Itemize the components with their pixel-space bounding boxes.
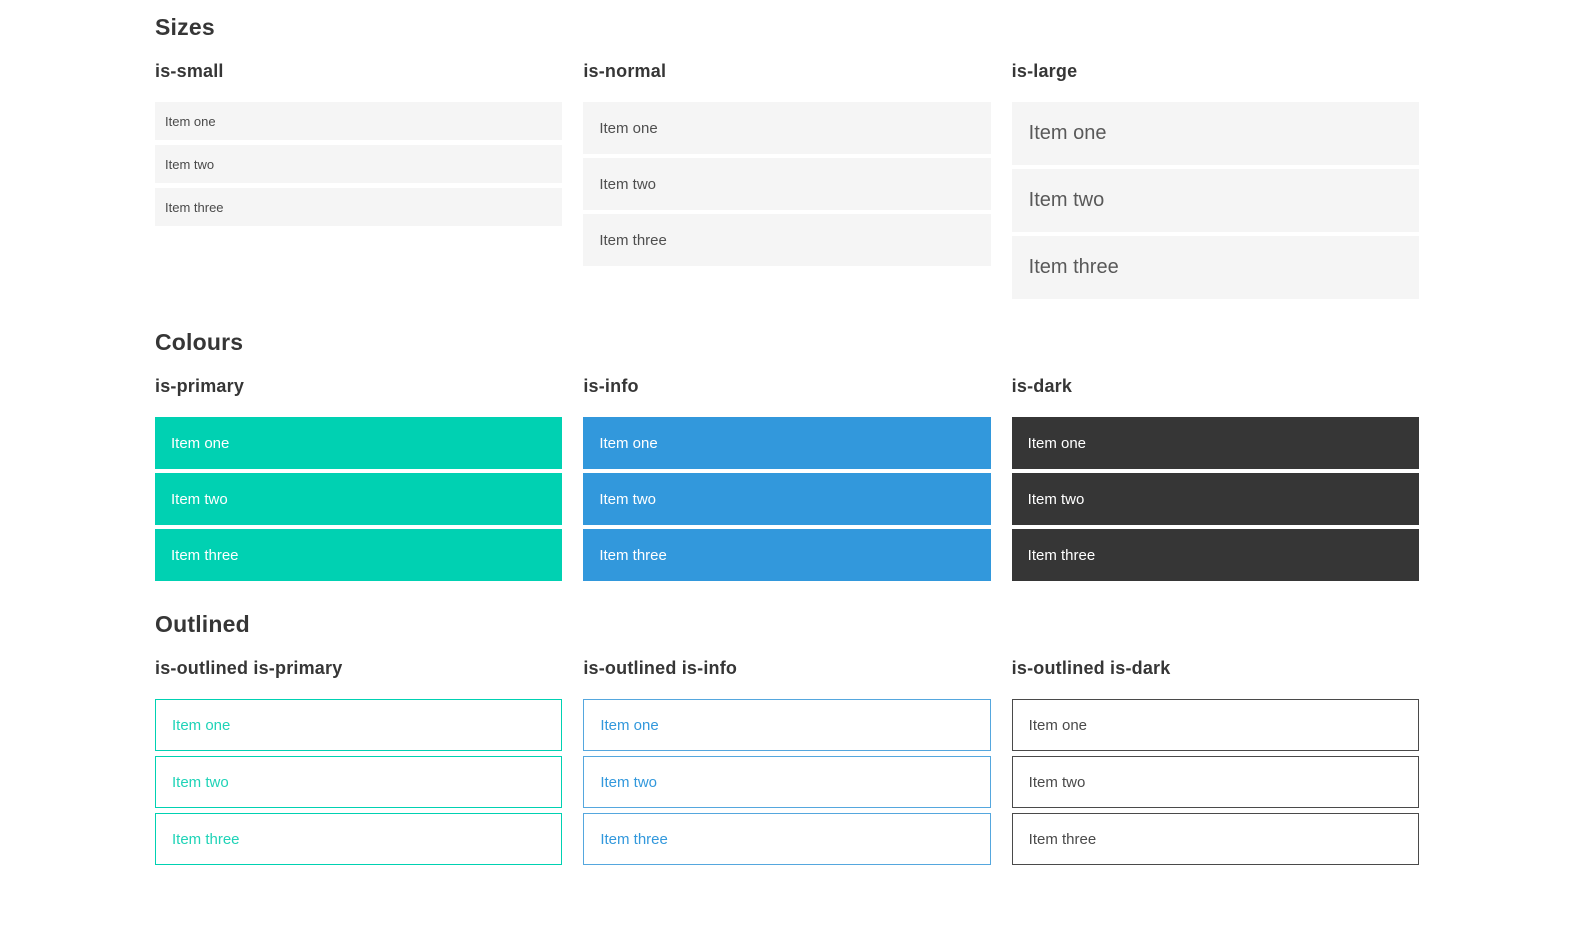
column-is-normal: is-normal Item one Item two Item three [583,61,991,270]
list-is-dark: Item one Item two Item three [1011,417,1419,581]
group-heading-is-primary: is-primary [155,376,245,396]
list-item[interactable]: Item one [1011,699,1419,751]
list-is-outlined-is-info: Item one Item two Item three [583,699,991,865]
list-is-large: Item one Item two Item three [1011,102,1419,299]
column-is-outlined-is-dark: is-outlined is-dark Item one Item two It… [1011,658,1419,870]
column-is-large: is-large Item one Item two Item three [1011,61,1419,303]
list-is-primary: Item one Item two Item three [155,417,563,581]
list-item[interactable]: Item two [1011,169,1419,232]
list-item[interactable]: Item one [155,699,563,751]
list-item[interactable]: Item two [583,473,991,525]
group-heading-is-outlined-is-primary: is-outlined is-primary [155,658,343,678]
list-is-normal: Item one Item two Item three [583,102,991,266]
list-item[interactable]: Item one [583,417,991,469]
group-heading-is-info: is-info [583,376,639,396]
column-is-outlined-is-primary: is-outlined is-primary Item one Item two… [155,658,563,870]
list-item[interactable]: Item two [1011,473,1419,525]
list-item[interactable]: Item three [155,529,563,581]
list-item[interactable]: Item three [155,813,563,865]
list-item[interactable]: Item two [583,158,991,210]
group-heading-is-outlined-is-dark: is-outlined is-dark [1011,658,1171,678]
column-is-dark: is-dark Item one Item two Item three [1011,376,1419,585]
column-is-info: is-info Item one Item two Item three [583,376,991,585]
column-is-small: is-small Item one Item two Item three [155,61,563,231]
list-is-info: Item one Item two Item three [583,417,991,581]
list-item[interactable]: Item two [583,756,991,808]
list-item[interactable]: Item two [155,145,563,183]
group-heading-is-large: is-large [1011,61,1078,81]
list-item[interactable]: Item one [155,417,563,469]
group-heading-is-normal: is-normal [583,61,667,81]
section-heading-outlined: Outlined [155,611,250,637]
list-is-outlined-is-dark: Item one Item two Item three [1011,699,1419,865]
section-heading-sizes: Sizes [155,14,215,40]
group-heading-is-outlined-is-info: is-outlined is-info [583,658,738,678]
list-item[interactable]: Item one [1011,417,1419,469]
column-is-outlined-is-info: is-outlined is-info Item one Item two It… [583,658,991,870]
list-item[interactable]: Item three [583,529,991,581]
list-is-small: Item one Item two Item three [155,102,563,226]
list-item[interactable]: Item two [155,756,563,808]
list-item[interactable]: Item three [1011,529,1419,581]
list-item[interactable]: Item three [583,813,991,865]
list-item[interactable]: Item three [155,188,563,226]
list-item[interactable]: Item one [583,102,991,154]
list-is-outlined-is-primary: Item one Item two Item three [155,699,563,865]
section-sizes: Sizes is-small Item one Item two Item th… [155,14,1419,303]
list-item[interactable]: Item three [1011,236,1419,299]
list-item[interactable]: Item three [583,214,991,266]
list-item[interactable]: Item one [1011,102,1419,165]
column-is-primary: is-primary Item one Item two Item three [155,376,563,585]
list-item[interactable]: Item two [155,473,563,525]
list-item[interactable]: Item three [1011,813,1419,865]
list-item[interactable]: Item one [583,699,991,751]
group-heading-is-small: is-small [155,61,224,81]
group-heading-is-dark: is-dark [1011,376,1073,396]
list-item[interactable]: Item one [155,102,563,140]
section-heading-colours: Colours [155,329,244,355]
section-outlined: Outlined is-outlined is-primary Item one… [155,611,1419,870]
list-item[interactable]: Item two [1011,756,1419,808]
section-colours: Colours is-primary Item one Item two Ite… [155,329,1419,585]
